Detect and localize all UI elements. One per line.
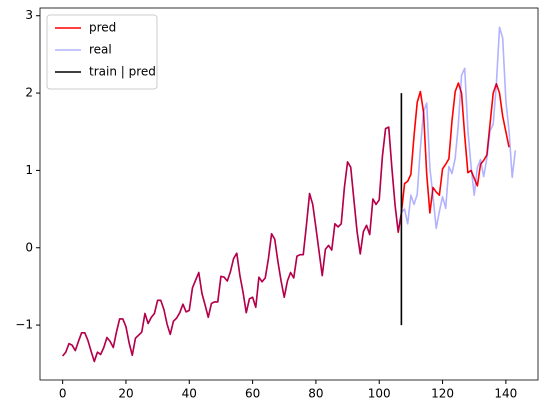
legend-label: pred xyxy=(89,21,116,35)
x-tick-label: 60 xyxy=(245,387,260,401)
legend-label: train | pred xyxy=(89,65,156,79)
plot-frame xyxy=(39,7,539,381)
x-tick-label: 120 xyxy=(431,387,454,401)
y-tick-label: −1 xyxy=(15,318,33,332)
y-tick-label: 2 xyxy=(25,86,33,100)
y-tick-label: 3 xyxy=(25,8,33,22)
y-tick-label: 1 xyxy=(25,163,33,177)
legend xyxy=(46,14,158,90)
x-tick-label: 100 xyxy=(368,387,391,401)
x-tick-label: 140 xyxy=(494,387,517,401)
x-tick-label: 20 xyxy=(118,387,133,401)
line-real xyxy=(62,26,517,363)
legend-label: real xyxy=(89,43,112,57)
line-pred xyxy=(62,82,510,363)
x-tick-label: 40 xyxy=(182,387,197,401)
y-tick-label: 0 xyxy=(25,240,33,254)
x-tick-label: 80 xyxy=(308,387,323,401)
x-tick-label: 0 xyxy=(59,387,67,401)
